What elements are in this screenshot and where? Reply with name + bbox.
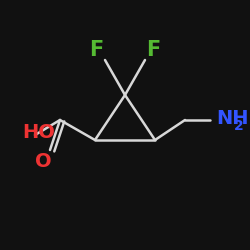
Text: HO: HO bbox=[22, 123, 56, 142]
Text: O: O bbox=[36, 152, 52, 171]
Text: NH: NH bbox=[216, 109, 249, 128]
Text: 2: 2 bbox=[234, 118, 243, 132]
Text: F: F bbox=[146, 40, 161, 60]
Text: F: F bbox=[89, 40, 104, 60]
